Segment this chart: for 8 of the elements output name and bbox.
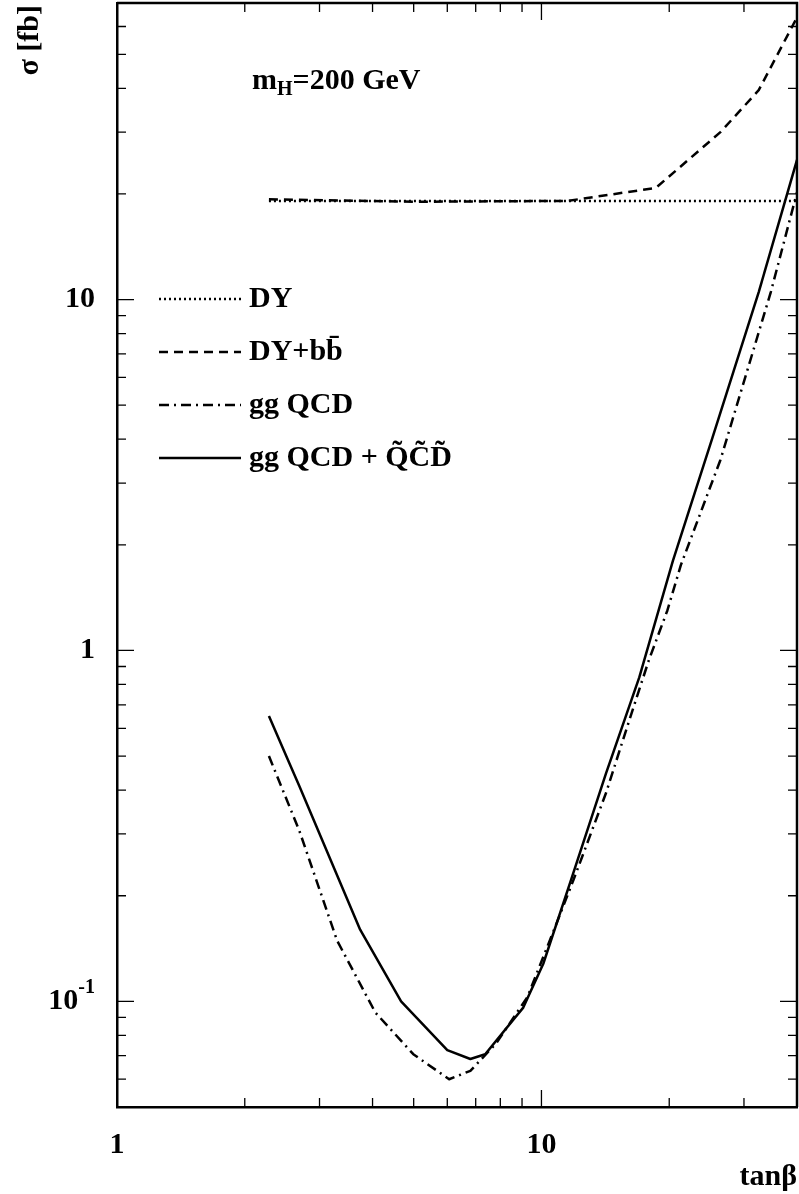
legend-label: DY bbox=[249, 279, 293, 313]
x-axis-title: tanβ bbox=[739, 1157, 797, 1191]
y-tick-label: 1 bbox=[80, 631, 95, 665]
legend-label: gg QCD bbox=[249, 385, 354, 419]
legend-label: gg QCD + Q̃C̃D̃ bbox=[249, 438, 452, 472]
y-axis-title: σ [fb] bbox=[10, 4, 44, 76]
legend-label: DY+bb̄ bbox=[249, 332, 343, 366]
y-tick-label: 10 bbox=[65, 280, 95, 314]
